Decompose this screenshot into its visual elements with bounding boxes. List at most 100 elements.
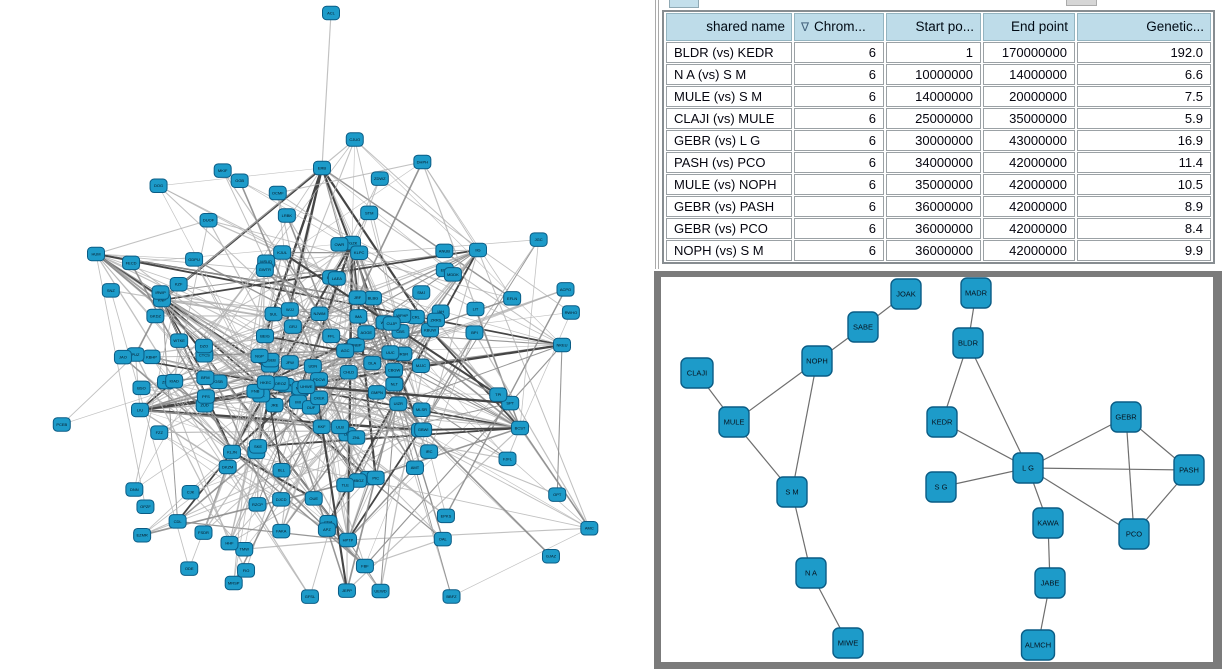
table-row[interactable]: GEBR (vs) PCO 6 36000000 42000000 8.4	[666, 218, 1211, 239]
network-node[interactable]: BEIG	[256, 328, 274, 344]
column-header-4[interactable]: Genetic...	[1077, 13, 1211, 41]
table-cell[interactable]: GEBR (vs) L G	[666, 130, 792, 151]
network-node[interactable]: APZ	[317, 522, 336, 537]
network-node-S M[interactable]: S M	[776, 476, 808, 508]
network-node[interactable]: KLPC	[350, 245, 369, 260]
network-node[interactable]: GRJ	[283, 319, 302, 334]
table-cell[interactable]: 34000000	[886, 152, 981, 173]
network-node[interactable]: GKDZ	[146, 308, 165, 324]
network-node[interactable]: DNN	[125, 482, 144, 497]
table-cell[interactable]: GEBR (vs) PASH	[666, 196, 792, 217]
table-cell[interactable]: 8.4	[1077, 218, 1211, 239]
network-node[interactable]: LIT	[466, 301, 485, 317]
network-node[interactable]: GWTR	[255, 262, 274, 278]
table-cell[interactable]: 30000000	[886, 130, 981, 151]
table-cell[interactable]: 35000000	[983, 108, 1075, 129]
network-node[interactable]: OWR	[330, 237, 349, 252]
network-node-JOAK[interactable]: JOAK	[890, 278, 922, 310]
network-node[interactable]: FSDR	[194, 525, 213, 540]
table-cell[interactable]: 7.5	[1077, 86, 1211, 107]
table-cell[interactable]: 42000000	[983, 196, 1075, 217]
network-node[interactable]: FJFL	[498, 451, 517, 467]
network-node[interactable]: ZDWZ	[370, 171, 389, 186]
network-node[interactable]: KLJN	[223, 444, 241, 460]
network-node-S G[interactable]: S G	[925, 471, 957, 503]
network-node[interactable]: CJUO	[345, 132, 364, 147]
network-node-PASH[interactable]: PASH	[1173, 454, 1205, 486]
network-node[interactable]: MDDK	[443, 267, 462, 282]
table-row[interactable]: BLDR (vs) KEDR 6 1 170000000 192.0	[666, 42, 1211, 63]
network-node[interactable]: GJAZ	[541, 548, 560, 564]
table-row[interactable]: NOPH (vs) S M 6 36000000 42000000 9.9	[666, 240, 1211, 261]
table-row[interactable]: N A (vs) S M 6 10000000 14000000 6.6	[666, 64, 1211, 85]
table-cell[interactable]: 6	[794, 64, 884, 85]
network-node[interactable]: RWHO	[561, 305, 580, 320]
network-node[interactable]: BSO	[132, 380, 151, 396]
network-node[interactable]: HPTP	[339, 532, 357, 548]
table-cell[interactable]: 192.0	[1077, 42, 1211, 63]
network-node[interactable]: JFW	[280, 355, 299, 370]
table-cell[interactable]: MULE (vs) NOPH	[666, 174, 792, 195]
network-node[interactable]: FIO	[237, 563, 256, 578]
network-node[interactable]: DKZM	[218, 459, 237, 475]
table-cell[interactable]: 6	[794, 42, 884, 63]
network-node[interactable]: DOG	[149, 178, 168, 194]
network-node[interactable]: UDN	[303, 358, 322, 374]
network-node-GEBR[interactable]: GEBR	[1110, 401, 1142, 433]
table-tab-fragment-2[interactable]	[1066, 0, 1097, 6]
network-node[interactable]: SNZ	[101, 283, 120, 298]
table-cell[interactable]: 6	[794, 218, 884, 239]
network-edge-L G-GEBR[interactable]	[1027, 416, 1127, 469]
table-cell[interactable]: 14000000	[983, 64, 1075, 85]
network-node[interactable]: WTKE	[170, 333, 189, 348]
network-node[interactable]: ACL	[322, 5, 340, 21]
table-cell[interactable]: 14000000	[886, 86, 981, 107]
network-node[interactable]: AGC	[336, 343, 355, 359]
network-node[interactable]: MLSR	[412, 402, 431, 417]
network-node-ALMCH[interactable]: ALMCH	[1020, 629, 1056, 661]
table-cell[interactable]: 6	[794, 152, 884, 173]
column-header-1[interactable]: ∇ Chrom...	[794, 13, 884, 41]
network-node[interactable]: LRBK	[277, 208, 296, 223]
table-cell[interactable]: 16.9	[1077, 130, 1211, 151]
network-node[interactable]: MRSP	[224, 575, 243, 591]
network-edge-BLDR-L G[interactable]	[967, 342, 1029, 469]
table-row[interactable]: MULE (vs) S M 6 14000000 20000000 7.5	[666, 86, 1211, 107]
network-node[interactable]: BLBG	[363, 290, 382, 306]
network-node[interactable]: STM	[360, 205, 379, 221]
network-node[interactable]: EZMR	[133, 527, 152, 543]
network-node[interactable]: BCST	[511, 420, 529, 436]
network-node[interactable]: GFSL	[300, 589, 319, 604]
network-node[interactable]: UEWD	[371, 583, 390, 599]
network-node[interactable]: HHF	[220, 535, 239, 551]
table-cell[interactable]: 6	[794, 196, 884, 217]
network-node[interactable]: HKEC	[256, 375, 275, 390]
table-cell[interactable]: 6	[794, 130, 884, 151]
network-node[interactable]: ACPO	[556, 282, 575, 297]
network-node[interactable]: KKF	[312, 419, 331, 434]
network-node[interactable]: AMC	[580, 521, 599, 536]
network-node[interactable]: ODE	[180, 561, 199, 576]
network-node[interactable]: FBF	[355, 558, 374, 574]
network-node[interactable]: AMT	[405, 460, 424, 475]
network-node[interactable]: NLT	[385, 376, 404, 392]
table-cell[interactable]: 42000000	[983, 218, 1075, 239]
network-node-N A[interactable]: N A	[795, 557, 827, 589]
network-node[interactable]: KIAD	[165, 373, 184, 389]
network-node[interactable]: DLA	[363, 355, 382, 371]
network-node-BLDR[interactable]: BLDR	[952, 327, 984, 359]
table-cell[interactable]: 6.6	[1077, 64, 1211, 85]
network-node[interactable]: OAL	[433, 531, 452, 547]
table-cell[interactable]: 42000000	[983, 174, 1075, 195]
network-node-MADR[interactable]: MADR	[960, 277, 992, 309]
network-node-CLAJI[interactable]: CLAJI	[680, 357, 714, 389]
network-node[interactable]: CHLD	[339, 365, 358, 380]
network-node[interactable]: OPZF	[136, 499, 155, 514]
network-node[interactable]: CUJP	[382, 316, 401, 331]
table-cell[interactable]: 25000000	[886, 108, 981, 129]
network-node[interactable]: GGB	[230, 173, 249, 188]
network-node[interactable]: DUOF	[199, 213, 218, 228]
network-node[interactable]: DHPH	[413, 154, 432, 170]
network-node[interactable]: SUL	[264, 306, 283, 322]
